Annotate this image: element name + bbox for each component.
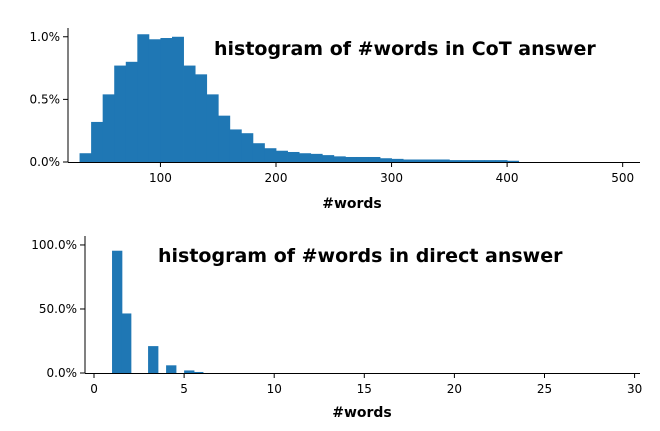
cot-histogram-bar bbox=[380, 158, 392, 162]
cot-histogram-bar bbox=[484, 160, 496, 162]
cot-histogram-bar bbox=[310, 153, 323, 162]
direct-x-ticks: 0 5 10 15 20 25 30 bbox=[90, 373, 642, 396]
cot-x-ticks: 100 200 300 400 500 bbox=[149, 162, 634, 185]
direct-x-tick-label: 20 bbox=[447, 382, 462, 396]
cot-histogram-bar bbox=[299, 153, 312, 162]
direct-x-tick-label: 10 bbox=[267, 382, 282, 396]
cot-histogram-bar bbox=[403, 159, 416, 162]
cot-histogram-bar bbox=[114, 65, 127, 162]
direct-x-axis-label: #words bbox=[332, 405, 392, 421]
cot-bars bbox=[79, 34, 520, 163]
cot-histogram-bar bbox=[195, 74, 208, 162]
cot-histogram-bar bbox=[287, 151, 300, 162]
direct-x-tick-label: 30 bbox=[627, 382, 642, 396]
cot-histogram-bar bbox=[218, 115, 231, 162]
cot-y-tick-label: 0.0% bbox=[30, 155, 61, 169]
cot-x-tick-label: 200 bbox=[265, 171, 288, 185]
cot-x-axis-label: #words bbox=[322, 196, 382, 212]
cot-histogram-bar bbox=[414, 159, 427, 162]
cot-histogram-bar bbox=[125, 61, 138, 163]
cot-histogram-bar bbox=[356, 156, 369, 162]
cot-histogram-bar bbox=[172, 36, 184, 162]
cot-x-tick-label: 100 bbox=[149, 171, 172, 185]
cot-histogram-bar bbox=[507, 160, 520, 162]
cot-histogram-bar bbox=[160, 38, 173, 162]
cot-histogram-bar bbox=[345, 156, 358, 162]
cot-histogram-bar bbox=[137, 34, 150, 163]
cot-histogram-bar bbox=[460, 160, 473, 162]
direct-x-tick-label: 15 bbox=[357, 382, 372, 396]
direct-histogram-bar bbox=[184, 370, 195, 373]
cot-histogram-bar bbox=[472, 160, 485, 162]
direct-x-tick-label: 5 bbox=[180, 382, 188, 396]
cot-histogram-bar bbox=[148, 39, 161, 162]
direct-bars bbox=[112, 250, 204, 373]
cot-histogram-bar bbox=[206, 94, 219, 162]
direct-y-tick-label: 100.0% bbox=[31, 238, 77, 252]
direct-x-tick-label: 0 bbox=[90, 382, 98, 396]
cot-histogram-bar bbox=[426, 159, 439, 162]
cot-histogram-bar bbox=[91, 121, 104, 162]
cot-y-tick-label: 0.5% bbox=[30, 92, 61, 106]
cot-histogram-bar bbox=[437, 159, 450, 162]
direct-histogram-bar bbox=[121, 313, 132, 373]
cot-histogram-bar bbox=[252, 143, 265, 162]
cot-y-ticks: 0.0% 0.5% 1.0% bbox=[30, 30, 68, 169]
cot-x-tick-label: 300 bbox=[380, 171, 403, 185]
cot-histogram-bar bbox=[276, 150, 288, 162]
direct-y-tick-label: 50.0% bbox=[39, 302, 77, 316]
cot-chart-title: histogram of #words in CoT answer bbox=[214, 38, 596, 60]
cot-histogram-bar bbox=[322, 155, 335, 162]
cot-histogram-bar bbox=[102, 94, 115, 162]
direct-histogram-bar bbox=[112, 250, 123, 373]
direct-histogram-bar bbox=[166, 365, 177, 373]
direct-x-tick-label: 25 bbox=[537, 382, 552, 396]
cot-histogram-bar bbox=[391, 158, 404, 162]
cot-x-tick-label: 400 bbox=[496, 171, 519, 185]
cot-histogram-bar bbox=[183, 65, 196, 162]
direct-y-tick-label: 0.0% bbox=[47, 366, 78, 380]
cot-histogram-bar bbox=[241, 133, 254, 162]
cot-x-tick-label: 500 bbox=[611, 171, 634, 185]
cot-histogram-bar bbox=[449, 160, 462, 162]
cot-histogram-bar bbox=[368, 156, 381, 162]
cot-y-tick-label: 1.0% bbox=[30, 30, 61, 44]
cot-histogram-bar bbox=[79, 153, 92, 162]
cot-histogram-bar bbox=[495, 160, 508, 162]
cot-histogram-bar bbox=[229, 129, 242, 162]
cot-histogram-bar bbox=[333, 156, 346, 162]
direct-histogram-bar bbox=[148, 346, 159, 373]
direct-histogram-panel: 0 5 10 15 20 25 30 0.0% 50.0% 100.0% histogram o… bbox=[31, 236, 642, 421]
cot-histogram-panel: 100 200 300 400 500 0.0% 0.5% 1.0% histogram o… bbox=[30, 28, 640, 212]
cot-histogram-bar bbox=[264, 148, 277, 162]
direct-chart-title: histogram of #words in direct answer bbox=[158, 245, 563, 267]
direct-y-ticks: 0.0% 50.0% 100.0% bbox=[31, 238, 85, 380]
direct-histogram-bar bbox=[193, 371, 204, 373]
